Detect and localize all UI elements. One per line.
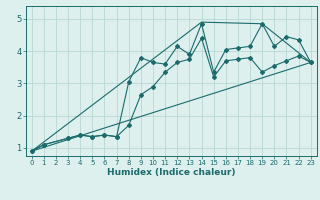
X-axis label: Humidex (Indice chaleur): Humidex (Indice chaleur)	[107, 168, 236, 177]
